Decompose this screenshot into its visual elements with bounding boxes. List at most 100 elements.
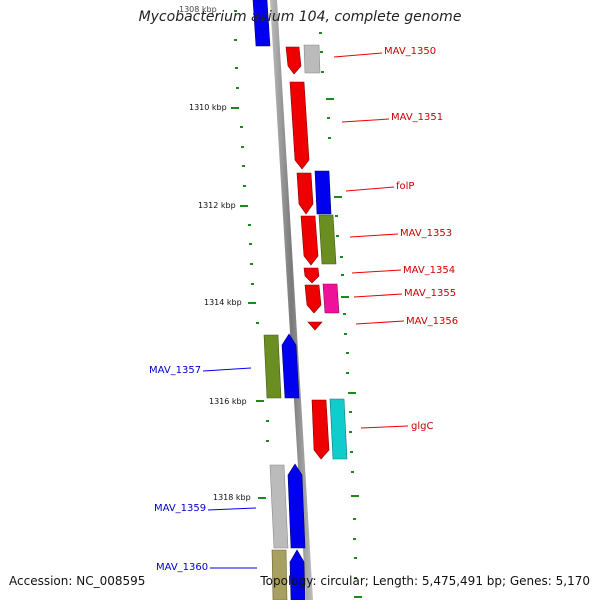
ruler-tick <box>234 39 237 41</box>
gene-mav-1355-partner[interactable] <box>322 283 340 314</box>
label-mav-1360[interactable]: MAV_1360 <box>156 562 208 573</box>
ruler-tick <box>343 313 346 315</box>
ruler-left <box>231 10 269 499</box>
ruler-tick <box>351 471 354 473</box>
ruler-tick <box>353 518 356 520</box>
ruler-tick <box>251 283 254 285</box>
ruler-tick <box>340 256 343 258</box>
ruler-tick <box>336 235 339 237</box>
label-folP[interactable]: folP <box>396 181 414 192</box>
ruler-tick <box>249 243 252 245</box>
ruler-tick <box>319 32 322 34</box>
tick-label-1314: 1314 kbp <box>204 298 242 307</box>
ruler-tick <box>258 497 266 499</box>
ruler-tick <box>250 263 253 265</box>
ruler-tick <box>353 538 356 540</box>
leader-glgC <box>360 425 409 429</box>
ruler-tick <box>235 67 238 69</box>
ruler-tick <box>266 440 269 442</box>
outer-track <box>285 44 348 460</box>
gene-glgC-partner[interactable] <box>329 398 348 460</box>
gene-block-top[interactable] <box>252 0 271 47</box>
ruler-labels: 1308 kbp 1310 kbp 1312 kbp 1314 kbp 1316… <box>179 5 251 502</box>
genome-axis <box>270 0 313 600</box>
ruler-tick <box>344 333 347 335</box>
gene-mav-1356[interactable] <box>307 321 323 331</box>
leader-mav-1356 <box>355 320 405 325</box>
gene-folP-partner[interactable] <box>314 170 332 215</box>
ruler-tick <box>348 392 356 394</box>
gene-mav-1360-partner[interactable] <box>289 549 306 601</box>
ruler-tick <box>349 431 352 433</box>
gene-mav-1350[interactable] <box>285 46 302 75</box>
ruler-tick <box>248 302 256 304</box>
ruler-tick <box>320 51 323 53</box>
leader-mav-1353 <box>349 233 399 238</box>
ruler-tick <box>234 10 237 12</box>
leader-lines <box>202 52 409 569</box>
gene-mav-1359-partner[interactable] <box>287 463 306 549</box>
ruler-tick <box>266 420 269 422</box>
tick-label-1312: 1312 kbp <box>198 201 236 210</box>
ruler-tick <box>349 411 352 413</box>
ruler-tick <box>354 596 362 598</box>
ruler-tick <box>240 126 243 128</box>
ruler-tick <box>354 577 357 579</box>
tick-label-1316: 1316 kbp <box>209 397 247 406</box>
ruler-tick <box>341 296 349 298</box>
leader-mav-1354 <box>351 269 402 274</box>
ruler-tick <box>350 451 353 453</box>
ruler-tick <box>327 117 330 119</box>
ruler-tick <box>241 146 244 148</box>
label-mav-1354[interactable]: MAV_1354 <box>403 265 455 276</box>
gene-mav-1359[interactable] <box>269 464 289 549</box>
ruler-tick <box>346 352 349 354</box>
gene-mav-1357-partner[interactable] <box>281 333 300 399</box>
label-mav-1351[interactable]: MAV_1351 <box>391 112 443 123</box>
leader-mav-1357 <box>202 367 252 372</box>
gene-mav-1353[interactable] <box>300 215 319 266</box>
gene-mav-1354[interactable] <box>303 267 320 284</box>
ruler-tick <box>236 87 239 89</box>
label-mav-1350[interactable]: MAV_1350 <box>384 46 436 57</box>
ruler-tick <box>242 165 245 167</box>
leader-folP <box>345 186 395 192</box>
ruler-tick <box>351 495 359 497</box>
tick-label-1308: 1308 kbp <box>179 5 217 14</box>
gene-labels: MAV_1350 MAV_1351 folP MAV_1353 MAV_1354… <box>149 46 458 573</box>
gene-folP[interactable] <box>296 172 314 215</box>
gene-mav-1350-partner[interactable] <box>303 44 321 74</box>
gene-mav-1351[interactable] <box>289 81 310 170</box>
gene-glgC[interactable] <box>311 399 330 460</box>
genome-summary: Topology: circular; Length: 5,475,491 bp… <box>260 574 590 588</box>
tick-label-1310: 1310 kbp <box>189 103 227 112</box>
leader-mav-1350 <box>333 52 383 58</box>
label-mav-1356[interactable]: MAV_1356 <box>406 316 458 327</box>
label-mav-1359[interactable]: MAV_1359 <box>154 503 206 514</box>
ruler-tick <box>346 372 349 374</box>
accession-text: Accession: NC_008595 <box>9 574 146 588</box>
label-mav-1355[interactable]: MAV_1355 <box>404 288 456 299</box>
ruler-tick <box>341 274 344 276</box>
ruler-tick <box>243 185 246 187</box>
gene-mav-1353-partner[interactable] <box>318 214 337 265</box>
ruler-tick <box>321 71 324 73</box>
label-mav-1357[interactable]: MAV_1357 <box>149 365 201 376</box>
ruler-tick <box>335 215 338 217</box>
label-mav-1353[interactable]: MAV_1353 <box>400 228 452 239</box>
tick-label-1318: 1318 kbp <box>213 493 251 502</box>
leader-mav-1351 <box>341 118 390 123</box>
gene-mav-1357[interactable] <box>263 334 282 399</box>
ruler-tick <box>328 137 331 139</box>
ruler-tick <box>334 196 342 198</box>
ruler-tick <box>231 107 239 109</box>
inner-track <box>252 0 306 601</box>
gene-mav-1355[interactable] <box>304 284 322 314</box>
ruler-tick <box>240 205 248 207</box>
ruler-tick <box>248 224 251 226</box>
ruler-tick <box>256 322 259 324</box>
label-glgC[interactable]: glgC <box>411 421 433 432</box>
leader-mav-1355 <box>353 293 403 298</box>
